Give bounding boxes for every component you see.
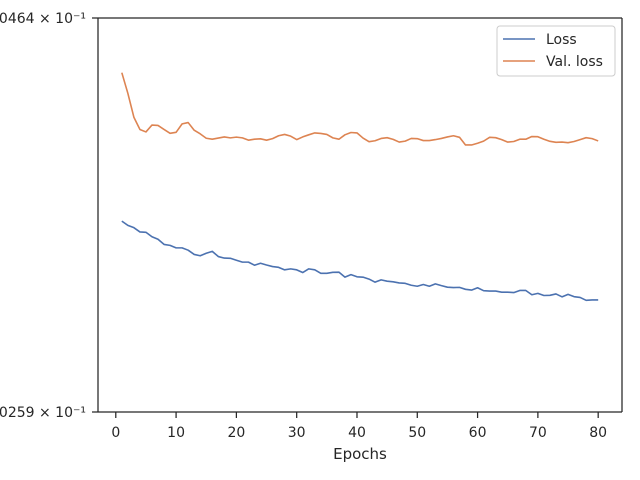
series-layer	[121, 72, 599, 302]
y-tick-label-top: 0464 × 10⁻¹	[0, 11, 86, 27]
x-tick-label: 20	[227, 425, 245, 441]
legend-label-loss: Loss	[546, 32, 577, 48]
x-tick-label: 30	[288, 425, 306, 441]
x-axis-label: Epochs	[333, 445, 387, 463]
x-tick-label: 80	[589, 425, 607, 441]
series-line-loss	[121, 220, 599, 302]
x-tick-label: 0	[111, 425, 120, 441]
x-tick-label: 50	[408, 425, 426, 441]
x-tick-label: 60	[469, 425, 487, 441]
y-ticks: 0464 × 10⁻¹ 0259 × 10⁻¹	[0, 11, 98, 421]
x-tick-label: 10	[167, 425, 185, 441]
plot-area	[98, 18, 622, 412]
y-tick-label-bottom: 0259 × 10⁻¹	[0, 405, 86, 421]
axes-frame	[97, 17, 623, 413]
series-line-val-loss	[121, 72, 599, 146]
legend: Loss Val. loss	[496, 25, 616, 77]
legend-label-val-loss: Val. loss	[546, 54, 603, 70]
x-tick-label: 40	[348, 425, 366, 441]
x-ticks: 0 10 20 30 40 50 60 70 80	[111, 412, 607, 441]
x-tick-label: 70	[529, 425, 547, 441]
